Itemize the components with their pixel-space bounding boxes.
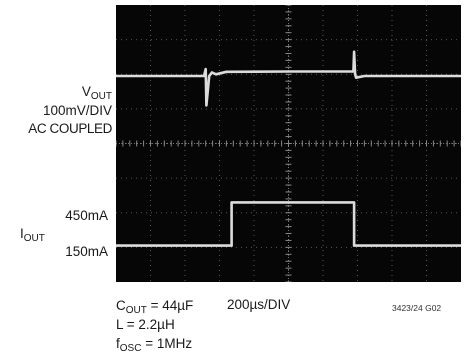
cout-main: C	[116, 298, 126, 313]
iout-label: IOUT	[20, 226, 45, 244]
iout-label-sub: OUT	[23, 233, 45, 244]
cout-sub: OUT	[125, 305, 147, 316]
trace-iout	[116, 201, 461, 247]
fosc-sub: OSC	[119, 343, 142, 354]
fosc-value: = 1MHz	[141, 336, 193, 351]
iout-label-main: I	[20, 226, 24, 241]
inductor-label: L = 2.2µH	[116, 317, 175, 332]
cout-label: COUT = 44µF	[116, 298, 194, 316]
vout-coupling-label: AC COUPLED	[28, 121, 112, 136]
scope-plot	[116, 5, 461, 282]
cout-value: = 44µF	[146, 298, 194, 313]
vout-label-main: V	[81, 84, 91, 99]
scope-traces	[116, 50, 461, 247]
scope-grid	[116, 5, 461, 282]
iout-high-label: 450mA	[65, 208, 108, 223]
vout-scale-label: 100mV/DIV	[42, 103, 112, 118]
fosc-label: fOSC = 1MHz	[116, 336, 193, 354]
fosc-main: f	[116, 336, 120, 351]
timebase-label: 200µs/DIV	[227, 297, 291, 312]
iout-low-label: 150mA	[65, 244, 108, 259]
vout-label-sub: OUT	[90, 91, 112, 102]
figure-id: 3423/24 G02	[392, 303, 442, 313]
trace-vout	[116, 50, 461, 107]
vout-label: VOUT	[0, 84, 112, 102]
oscilloscope-screen	[116, 5, 461, 282]
